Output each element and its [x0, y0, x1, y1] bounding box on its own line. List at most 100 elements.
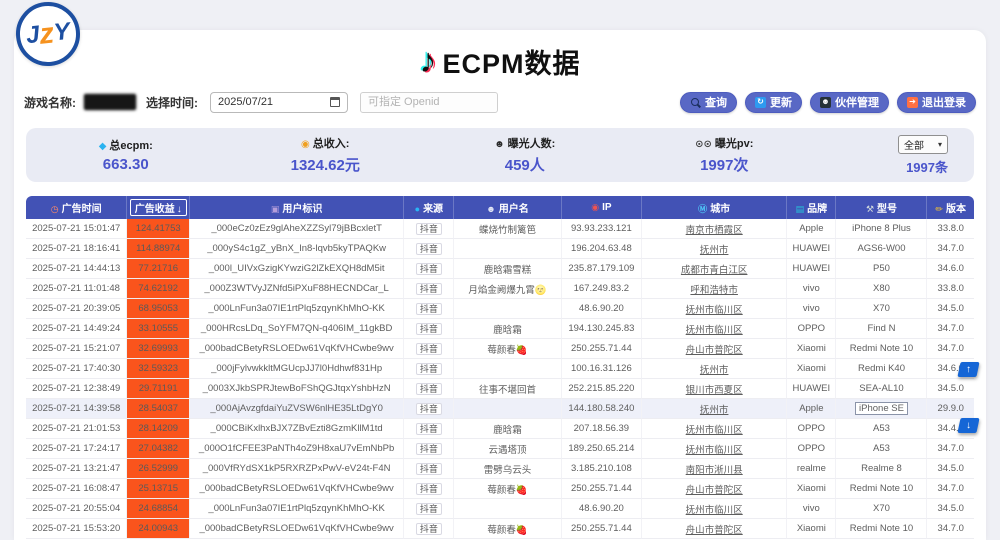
- cell-revenue: 68.95053: [127, 299, 190, 319]
- partner-icon: ☻: [820, 96, 831, 108]
- cell-city: 舟山市普陀区: [642, 339, 788, 359]
- cell-revenue: 24.68854: [127, 499, 190, 519]
- cell-version: 33.8.0: [927, 279, 974, 299]
- cell-time: 2025-07-21 20:55:04: [26, 499, 128, 519]
- logo-letter-y: Y: [52, 17, 72, 47]
- city-link[interactable]: 抚州市: [699, 404, 729, 416]
- cell-username: [454, 499, 562, 519]
- stats-bar: ◆ 总ecpm: 663.30 ◉ 总收入: 1324.62元 ☻ 曝光人数: 459人 ⊙⊙ 曝光…: [26, 128, 974, 182]
- cell-ip: 250.255.71.44: [561, 519, 643, 539]
- city-link[interactable]: 银川市西夏区: [685, 384, 743, 396]
- table-row: 2025-07-21 14:39:58 28.54037 _000AjAvzgfda…: [26, 399, 974, 419]
- city-link[interactable]: 抚州市临川区: [685, 304, 743, 316]
- city-link[interactable]: 呼和浩特市: [690, 284, 738, 296]
- city-link[interactable]: 抚州市: [699, 244, 729, 256]
- button-label: 查询: [705, 97, 727, 109]
- cell-version: 34.5.0: [927, 379, 974, 399]
- openid-input[interactable]: [360, 91, 498, 113]
- cell-revenue: 74.62192: [127, 279, 190, 299]
- cell-openid: _000LnFun3a07IE1rtPlq5zqynKhMhO-KK: [189, 499, 405, 519]
- city-link[interactable]: 抚州市临川区: [685, 504, 743, 516]
- cell-city: 南京市栖霞区: [642, 219, 788, 239]
- cell-revenue: 24.00943: [127, 519, 190, 539]
- ecpm-icon: ◆: [98, 141, 107, 152]
- table-row: 2025-07-21 16:08:47 25.13715 _000badCBetyR…: [26, 479, 974, 499]
- city-link[interactable]: 抚州市: [699, 364, 729, 376]
- cell-time: 2025-07-21 17:40:30: [26, 359, 128, 379]
- cell-brand: Apple: [787, 219, 837, 239]
- source-tag: 抖音: [415, 263, 442, 275]
- col-header-revenue[interactable]: 广告收益 ↓: [127, 196, 190, 219]
- column-label: 版本: [946, 204, 967, 215]
- col-header-username: ☻ 用户名: [454, 196, 562, 219]
- refresh-icon: ↻: [755, 96, 766, 108]
- source-tag: 抖音: [415, 343, 442, 355]
- source-filter-select[interactable]: 全部 ▾: [898, 134, 948, 154]
- city-link[interactable]: 抚州市临川区: [685, 324, 743, 336]
- date-picker[interactable]: 2025/07/21: [210, 91, 348, 113]
- cell-time: 2025-07-21 12:38:49: [26, 379, 128, 399]
- logout-button[interactable]: ➔ 退出登录: [897, 91, 976, 113]
- refresh-button[interactable]: ↻ 更新: [745, 91, 802, 113]
- logout-icon: ➔: [907, 96, 918, 108]
- filter-row: 游戏名称: 选择时间: 2025/07/21 查询 ↻ 更新 ☻ 伙伴管理 ➔ 退出登录: [24, 90, 976, 114]
- cell-source: 抖音: [404, 399, 455, 419]
- city-link[interactable]: 抚州市临川区: [685, 444, 743, 456]
- table-row: 2025-07-21 15:01:47 124.41753 _000eCz0zEz9…: [26, 219, 974, 239]
- cell-version: 34.7.0: [927, 479, 974, 499]
- cell-ip: 252.215.85.220: [561, 379, 643, 399]
- cell-revenue: 28.54037: [127, 399, 190, 419]
- cell-revenue: 124.41753: [127, 219, 190, 239]
- cell-username: 云遇塔顶: [454, 439, 562, 459]
- source-tag: 抖音: [415, 243, 442, 255]
- cell-model: AGS6-W00: [836, 239, 928, 259]
- city-link[interactable]: 舟山市普陀区: [685, 344, 743, 356]
- city-link[interactable]: 成都市青白江区: [680, 264, 748, 276]
- table-row: 2025-07-21 17:24:17 27.04382 _000O1fCFEE3P…: [26, 439, 974, 459]
- cell-brand: Xiaomi: [787, 479, 837, 499]
- scroll-bottom-button[interactable]: ↓: [957, 418, 980, 433]
- partner-button[interactable]: ☻ 伙伴管理: [810, 91, 889, 113]
- stat-pv: ⊙⊙ 曝光pv: 1997次: [625, 135, 825, 175]
- city-link[interactable]: 舟山市普陀区: [685, 524, 743, 536]
- sort-desc-icon: ↓: [176, 204, 182, 215]
- cell-model: P50: [836, 259, 928, 279]
- cell-revenue: 114.88974: [127, 239, 190, 259]
- calendar-icon[interactable]: [330, 97, 340, 107]
- cell-revenue: 25.13715: [127, 479, 190, 499]
- column-label: 广告时间: [61, 204, 102, 215]
- col-header-time: ◷ 广告时间: [26, 196, 128, 219]
- stats-right: 全部 ▾ 1997条: [824, 134, 974, 176]
- cell-revenue: 32.59323: [127, 359, 190, 379]
- stat-value: 663.30: [102, 156, 149, 173]
- button-label: 更新: [770, 97, 792, 109]
- cell-source: 抖音: [404, 499, 455, 519]
- cell-openid: _000badCBetyRSLOEDw61VqKfVHCwbe9wv: [189, 519, 405, 539]
- cell-version: 34.7.0: [927, 439, 974, 459]
- main-panel: ♪ ECPM数据 游戏名称: 选择时间: 2025/07/21 查询 ↻ 更新 ☻ 伙伴…: [14, 30, 986, 540]
- search-button[interactable]: 查询: [680, 91, 737, 113]
- cell-ip: 235.87.179.109: [561, 259, 643, 279]
- city-link[interactable]: 南阳市淅川县: [685, 464, 743, 476]
- scroll-top-button[interactable]: ↑: [957, 362, 980, 377]
- city-link[interactable]: 抚州市临川区: [685, 424, 743, 436]
- city-link[interactable]: 舟山市普陀区: [685, 484, 743, 496]
- cell-model: Find N: [836, 319, 928, 339]
- source-tag: 抖音: [415, 483, 442, 495]
- cell-openid: _0003XJkbSPRJtewBoFShQGJtqxYshbHzN: [189, 379, 405, 399]
- stat-label-text: 曝光pv:: [714, 138, 754, 150]
- table-row: 2025-07-21 15:53:20 24.00943 _000badCBetyR…: [26, 519, 974, 539]
- date-label: 选择时间:: [146, 95, 198, 110]
- col-header-ip: ◉ IP: [561, 196, 643, 219]
- cell-model: iPhone 8 Plus: [836, 219, 928, 239]
- table-row: 2025-07-21 20:55:04 24.68854 _000LnFun3a07…: [26, 499, 974, 519]
- cell-source: 抖音: [404, 419, 455, 439]
- chevron-down-icon: ▾: [937, 139, 942, 149]
- stat-ecpm: ◆ 总ecpm: 663.30: [26, 137, 226, 173]
- cell-city: 抚州市: [642, 359, 788, 379]
- cell-city: 呼和浩特市: [642, 279, 788, 299]
- cell-time: 2025-07-21 16:08:47: [26, 479, 128, 499]
- cell-city: 成都市青白江区: [642, 259, 788, 279]
- city-link[interactable]: 南京市栖霞区: [685, 224, 743, 236]
- clock-icon: ◷: [50, 204, 59, 214]
